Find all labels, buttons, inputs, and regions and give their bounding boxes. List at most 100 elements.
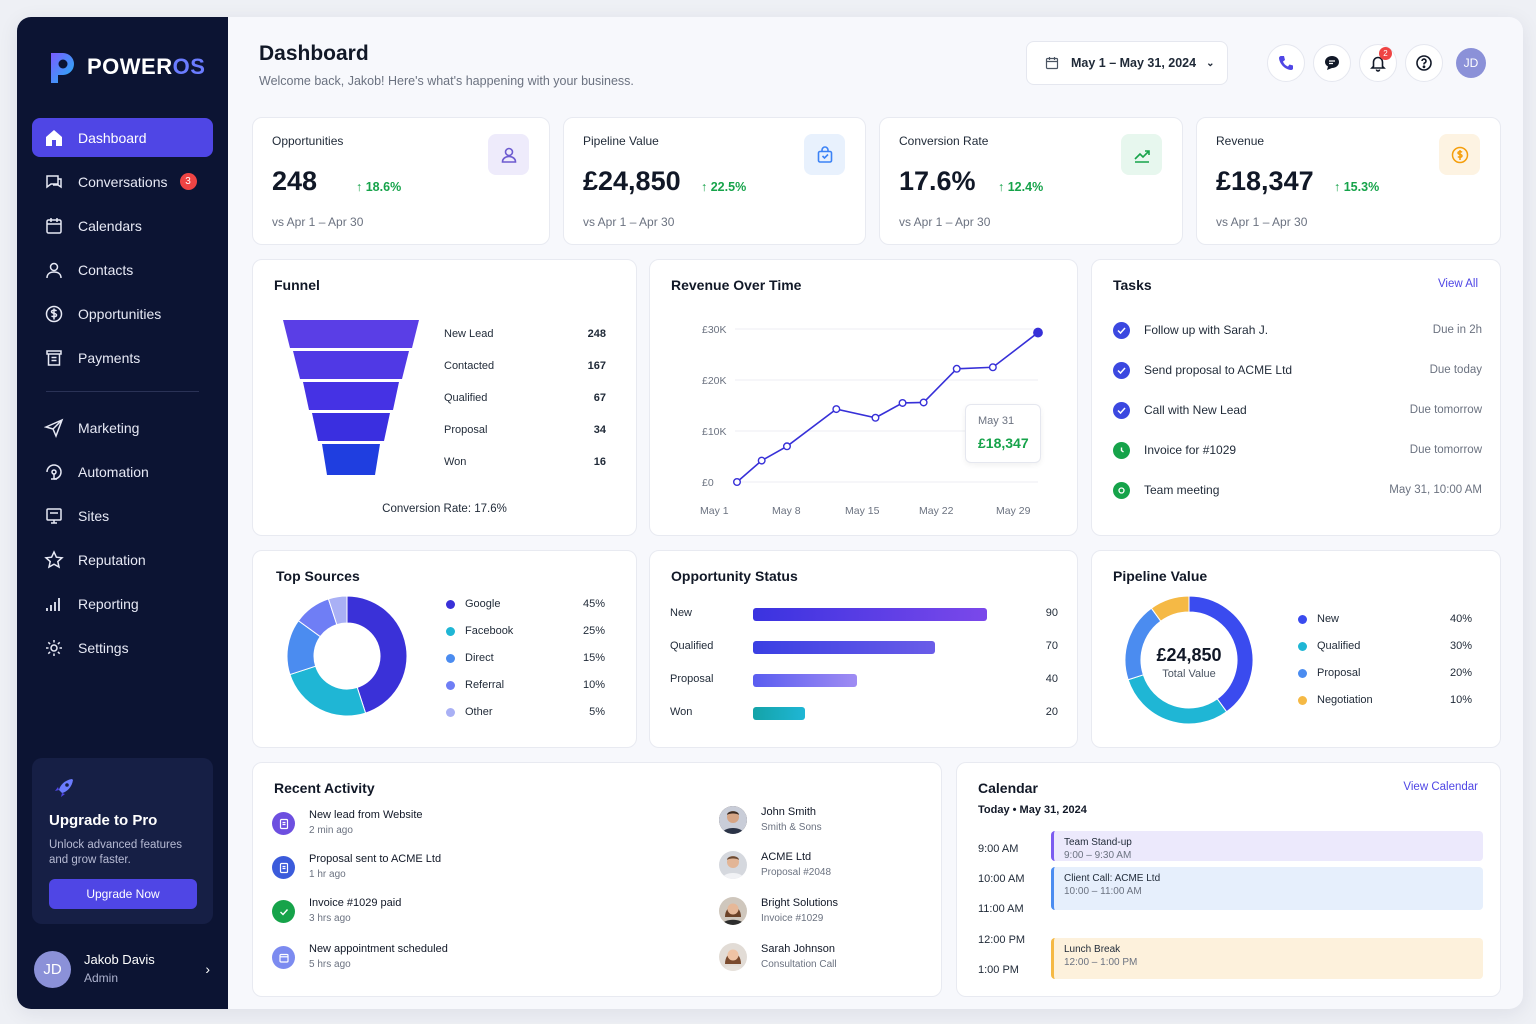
contacts-icon [46,262,62,278]
upgrade-button[interactable]: Upgrade Now [49,879,197,909]
legend-value: 25% [582,625,605,637]
nav-reputation[interactable]: Reputation [32,540,213,579]
date-range-label: May 1 – May 31, 2024 [1071,56,1197,70]
legend-label: Facebook [465,625,514,637]
chevron-right-icon: › [205,961,210,977]
legend-dot [446,626,455,636]
time-slot: 12:00 PM [978,934,1026,946]
data-point [898,398,907,407]
donut-slice [289,665,367,717]
legend-value: 10% [1449,694,1472,706]
help-button[interactable] [1405,44,1443,82]
view-calendar-link[interactable]: View Calendar [1403,781,1478,793]
nav-sites[interactable]: Sites [32,496,213,535]
contact-item[interactable]: Sarah Johnson Consultation Call [719,943,919,975]
contact-item[interactable]: ACME Ltd Proposal #2048 [719,851,919,883]
nav-settings[interactable]: Settings [32,628,213,667]
kpi-change: ↑ 22.5% [701,180,747,194]
calendar-event[interactable]: Lunch Break 12:00 – 1:00 PM [1051,938,1483,979]
x-tick-label: May 1 [700,505,729,517]
calendar-event[interactable]: Team Stand-up 9:00 – 9:30 AM [1051,831,1483,861]
check-icon[interactable] [1113,321,1130,339]
kpi-card-conversion[interactable]: Conversion Rate 17.6% ↑ 12.4% vs Apr 1 –… [879,117,1183,245]
nav-opportunities[interactable]: Opportunities [32,294,213,333]
logo[interactable]: POWEROS [47,49,205,85]
notifications-button[interactable]: 2 [1359,44,1397,82]
legend-dot [446,680,455,690]
status-bar[interactable] [753,707,805,720]
kpi-value: 248 [272,166,318,196]
receipt-icon [46,349,62,366]
status-bar[interactable] [753,641,935,654]
task-item[interactable]: Team meeting May 31, 10:00 AM [1113,480,1482,500]
legend-value: 15% [582,652,605,664]
check-icon[interactable] [1113,361,1130,379]
kpi-label: Opportunities [272,134,344,148]
status-label: Won [670,706,693,718]
check-icon[interactable] [1113,401,1130,419]
donut-slice [1127,674,1228,725]
kpi-icon-box [1439,134,1480,175]
nav-payments[interactable]: Payments [32,338,213,377]
legend-item: Proposal [1298,667,1360,679]
task-item[interactable]: Send proposal to ACME Ltd Due today [1113,360,1482,380]
target-icon[interactable] [1113,481,1130,499]
nav-automation[interactable]: Automation [32,452,213,491]
status-bar[interactable] [753,608,987,621]
clock-icon[interactable] [1113,441,1130,459]
legend-dot [1298,695,1307,705]
contact-item[interactable]: John Smith Smith & Sons [719,806,919,838]
activity-item[interactable]: New lead from Website 2 min ago [272,809,572,841]
nav-marketing[interactable]: Marketing [32,408,213,447]
data-point [782,442,791,451]
legend-dot [1298,614,1307,624]
data-point [988,363,997,372]
nav-label: Dashboard [78,129,147,146]
contact-item[interactable]: Bright Solutions Invoice #1029 [719,897,919,929]
date-range-picker[interactable]: May 1 – May 31, 2024 ⌄ [1026,41,1228,85]
avatar [719,943,747,971]
funnel-graphic [283,320,419,475]
status-label: New [670,607,693,619]
nav-contacts[interactable]: Contacts [32,250,213,289]
chart-tooltip: May 31 £18,347 [965,404,1041,463]
automation-icon [46,463,62,480]
activity-item[interactable]: Invoice #1029 paid 3 hrs ago [272,897,572,929]
nav-reporting[interactable]: Reporting [32,584,213,623]
data-point [732,477,741,486]
nav-label: Sites [78,507,110,524]
user-name: Jakob Davis [84,952,155,967]
status-bar[interactable] [753,674,857,687]
legend-dot [1298,668,1307,678]
status-label: Qualified [670,640,714,652]
funnel-row: Contacted 167 [444,360,606,372]
nav-conversations[interactable]: Conversations 3 [32,162,213,201]
calendar-event[interactable]: Client Call: ACME Ltd 10:00 – 11:00 AM [1051,867,1483,910]
notification-badge: 2 [1379,47,1392,60]
task-item[interactable]: Follow up with Sarah J. Due in 2h [1113,320,1482,340]
kpi-card-revenue[interactable]: Revenue £18,347 ↑ 15.3% vs Apr 1 – Apr 3… [1196,117,1501,245]
nav-calendars[interactable]: Calendars [32,206,213,245]
kpi-card-pipeline[interactable]: Pipeline Value £24,850 ↑ 22.5% vs Apr 1 … [563,117,866,245]
call-button[interactable] [1267,44,1305,82]
activity-item[interactable]: Proposal sent to ACME Ltd 1 hr ago [272,853,572,885]
legend-label: Proposal [1317,667,1361,679]
view-all-link[interactable]: View All [1437,278,1478,290]
kpi-card-opportunities[interactable]: Opportunities 248 ↑ 18.6% vs Apr 1 – Apr… [252,117,550,245]
messages-button[interactable] [1313,44,1351,82]
funnel-row: New Lead 248 [444,328,606,340]
task-item[interactable]: Invoice for #1029 Due tomorrow [1113,440,1482,460]
header-avatar[interactable]: JD [1456,48,1486,78]
legend-label: Qualified [1317,640,1361,652]
legend-item: Google [446,598,500,610]
calendar-date: Today • May 31, 2024 [978,804,1087,816]
user-profile[interactable]: JD Jakob Davis Admin › [34,949,214,989]
card-title: Revenue Over Time [671,277,802,293]
brand-name: POWEROS [87,54,206,79]
task-item[interactable]: Call with New Lead Due tomorrow [1113,400,1482,420]
donut-slice [1150,595,1190,622]
activity-item[interactable]: New appointment scheduled 5 hrs ago [272,943,572,975]
bar-chart-icon [46,597,60,611]
message-icon [1325,56,1339,70]
nav-dashboard[interactable]: Dashboard [32,118,213,157]
